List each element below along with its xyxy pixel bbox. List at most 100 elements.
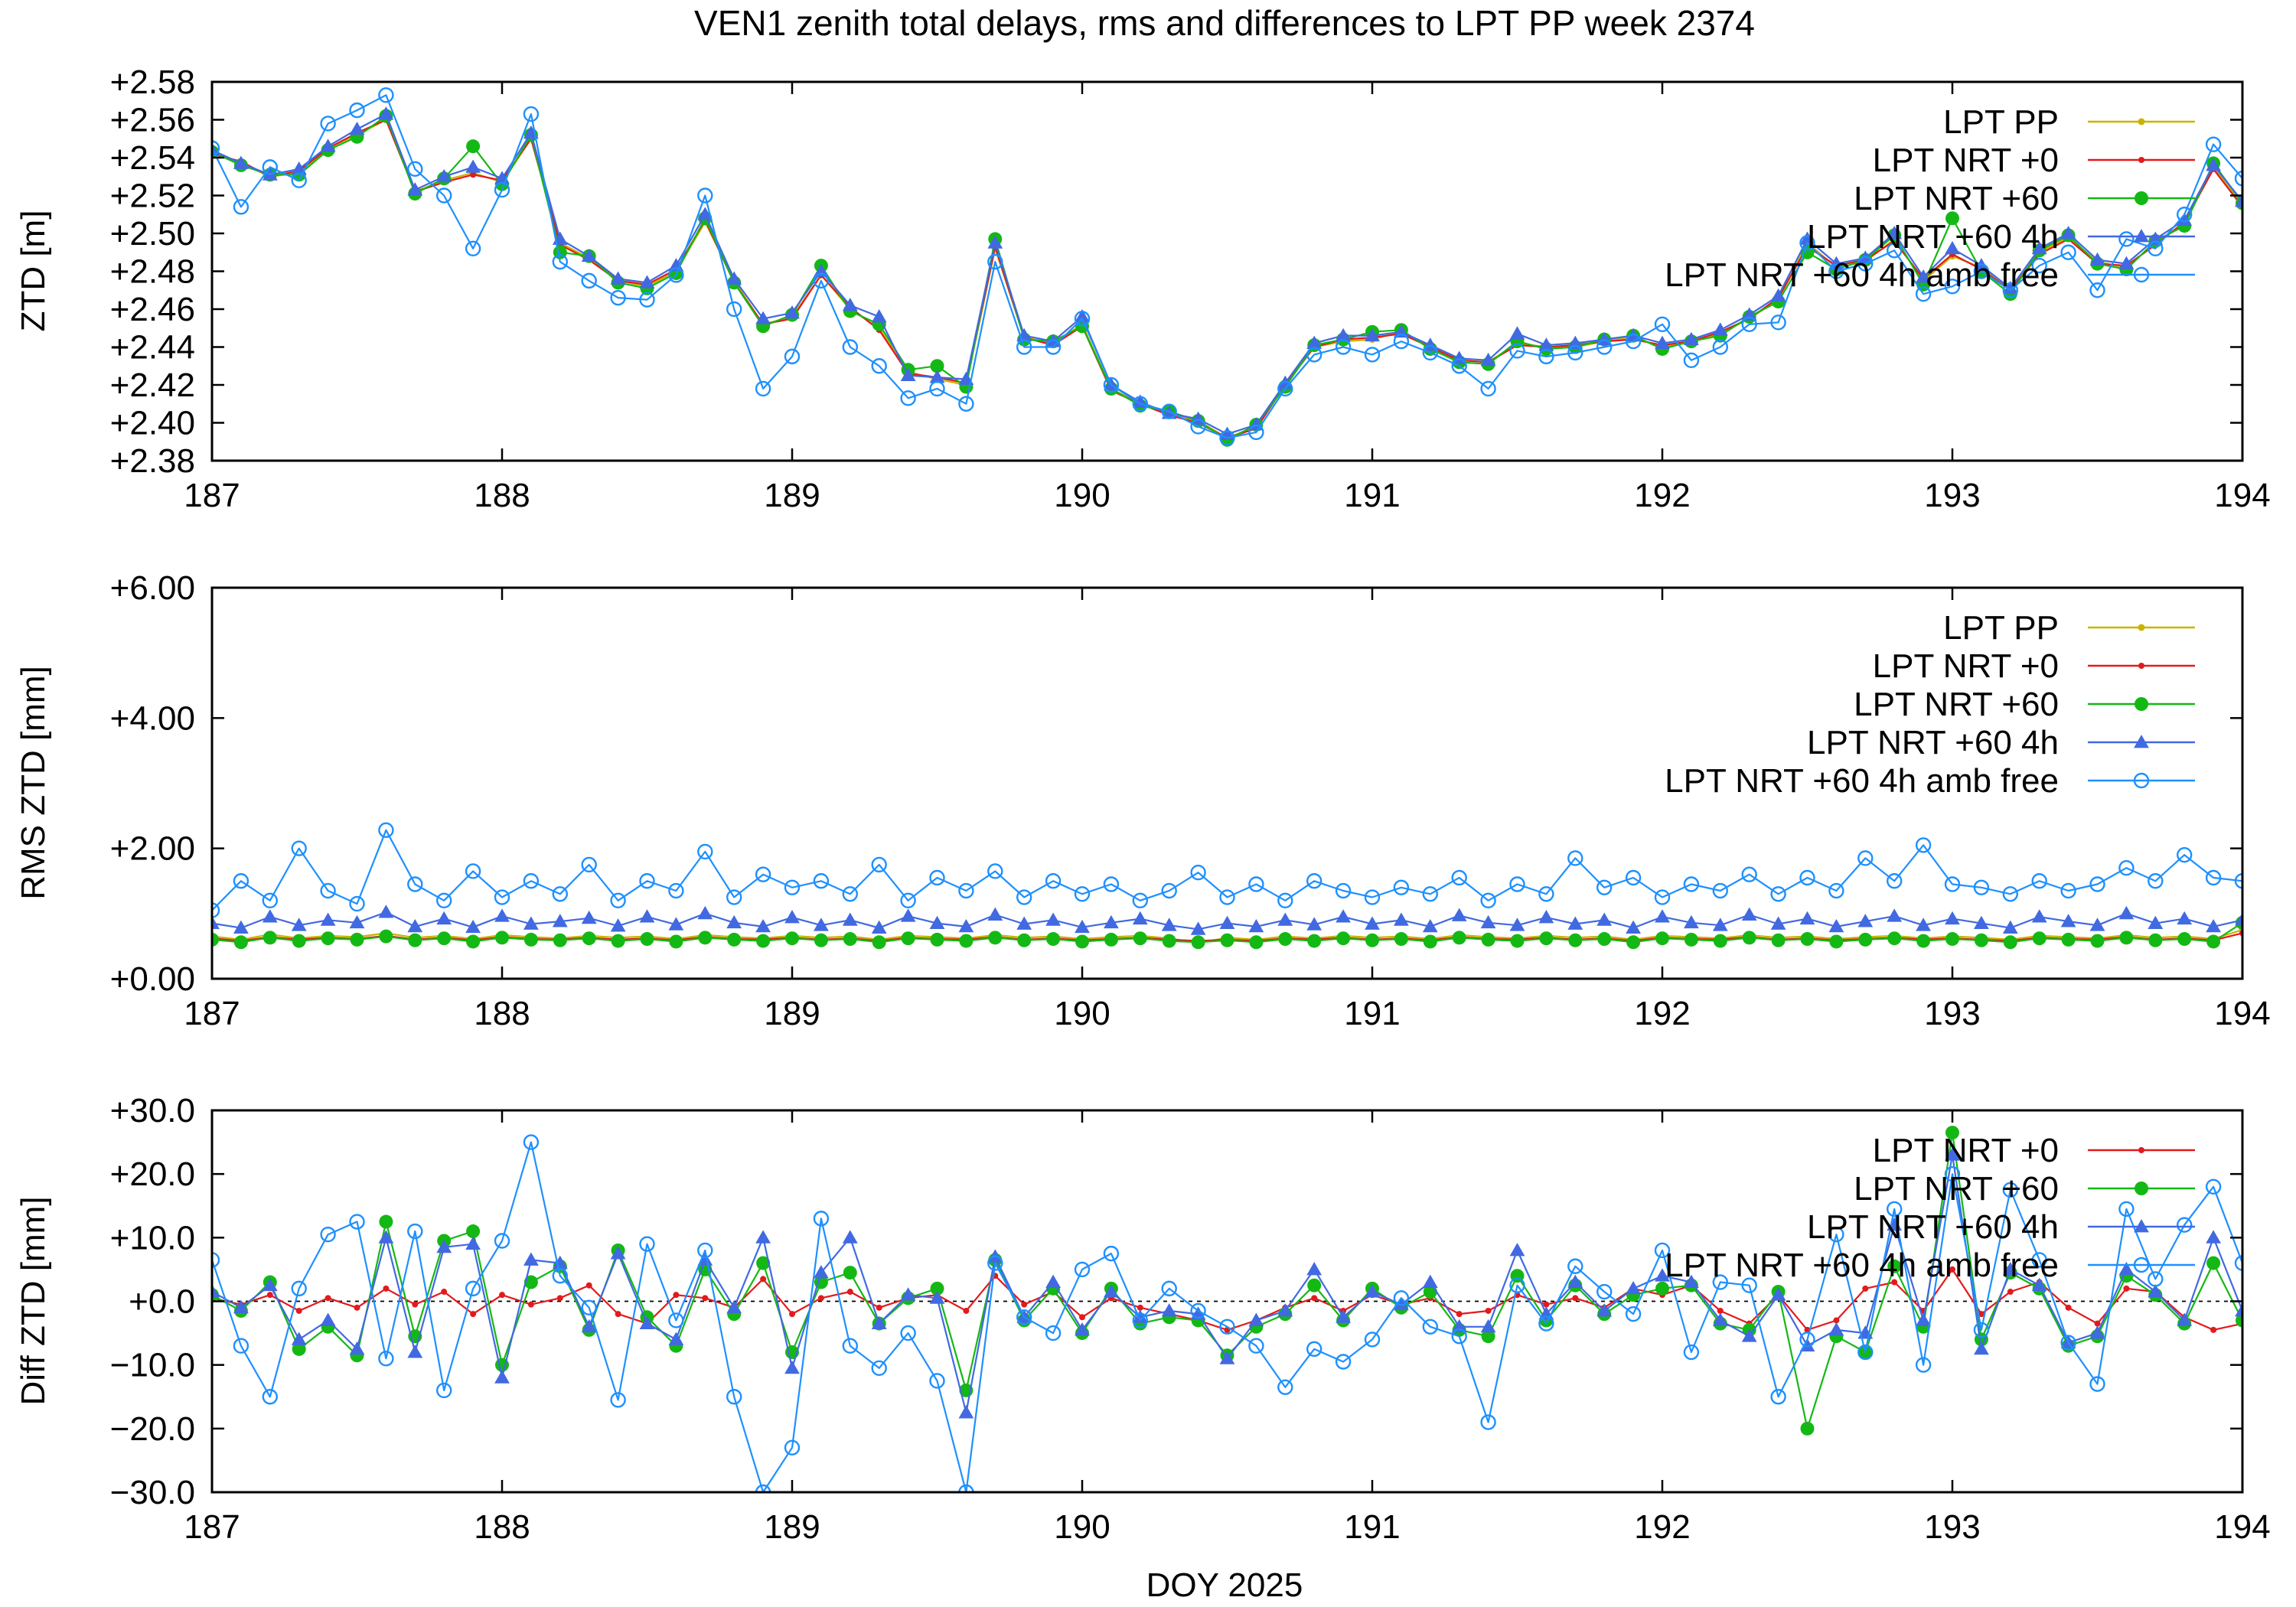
data-point	[842, 1338, 859, 1354]
data-point	[1944, 876, 1961, 892]
data-point	[494, 1233, 510, 1249]
data-point	[1654, 889, 1671, 905]
data-point	[1422, 1319, 1439, 1335]
data-point	[639, 292, 655, 308]
legend-marker	[2138, 157, 2144, 163]
data-point	[610, 918, 626, 932]
data-point	[963, 1307, 970, 1314]
data-point	[1625, 333, 1642, 350]
data-point	[1480, 892, 1496, 909]
data-point	[929, 1290, 945, 1304]
data-point	[813, 1211, 830, 1227]
data-point	[756, 934, 771, 948]
data-point	[1654, 1242, 1671, 1259]
data-point	[1335, 339, 1352, 355]
data-point	[1567, 1274, 1583, 1288]
data-point	[1161, 403, 1177, 419]
data-point	[1191, 935, 1205, 950]
data-point	[2205, 1178, 2222, 1195]
data-point	[2089, 1376, 2105, 1392]
data-point	[842, 886, 859, 902]
data-point	[2118, 1201, 2135, 1217]
data-point	[1597, 932, 1612, 947]
data-point	[1973, 1322, 1990, 1338]
x-tick-label: 191	[1344, 1508, 1400, 1546]
data-point	[1596, 1283, 1613, 1300]
data-point	[1394, 1296, 1409, 1311]
data-point	[2206, 1230, 2221, 1244]
data-point	[2089, 1325, 2105, 1339]
data-point	[1365, 328, 1380, 342]
data-point	[1485, 1307, 1492, 1314]
data-point	[552, 886, 568, 902]
data-point	[1538, 1315, 1554, 1332]
legend-entry: LPT NRT +60 4h	[1807, 218, 2195, 256]
data-point	[2148, 231, 2164, 245]
data-point	[1336, 1309, 1351, 1323]
data-point	[639, 909, 655, 923]
y-tick-label: +2.46	[110, 291, 195, 328]
data-point	[407, 918, 423, 933]
data-point	[1741, 866, 1757, 882]
data-point	[929, 1373, 945, 1389]
legend-marker	[2138, 663, 2144, 669]
data-point	[1306, 335, 1322, 349]
data-point	[2031, 1252, 2047, 1268]
data-point	[930, 359, 944, 373]
data-point	[2148, 240, 2164, 256]
data-point	[1567, 1258, 1583, 1274]
data-point	[1742, 931, 1756, 945]
data-point	[2094, 1320, 2101, 1327]
data-point	[407, 876, 423, 892]
data-point	[1945, 1126, 1959, 1140]
data-point	[755, 380, 771, 397]
data-point	[1364, 889, 1381, 905]
data-point	[1248, 918, 1264, 933]
data-point	[1137, 1304, 1143, 1311]
legend-label: LPT PP	[1943, 103, 2059, 141]
data-point	[378, 106, 394, 120]
data-point	[1016, 339, 1032, 355]
data-point	[2118, 231, 2135, 247]
data-point	[1132, 396, 1149, 412]
data-point	[1655, 1268, 1670, 1282]
data-point	[2234, 1255, 2242, 1271]
data-point	[320, 1226, 336, 1243]
data-point	[958, 1484, 974, 1492]
data-point	[1307, 1278, 1322, 1292]
data-point	[1104, 1284, 1119, 1298]
data-point	[1190, 1302, 1206, 1319]
data-point	[581, 856, 597, 873]
data-point	[552, 914, 568, 927]
data-point	[1538, 910, 1554, 924]
series-lpt-nrt-60	[212, 915, 2242, 950]
data-point	[465, 1280, 481, 1297]
data-point	[755, 1484, 771, 1492]
data-point	[320, 912, 336, 926]
chart-title: VEN1 zenith total delays, rms and differ…	[694, 3, 1755, 43]
data-point	[1799, 1332, 1815, 1348]
data-point	[1945, 911, 1960, 925]
data-point	[1684, 914, 1699, 929]
data-point	[1103, 376, 1120, 393]
data-point	[466, 1224, 481, 1239]
data-point	[987, 235, 1003, 249]
data-point	[1190, 921, 1206, 935]
legend-entry: LPT NRT +0	[1873, 647, 2195, 685]
data-point	[610, 1246, 626, 1260]
data-point	[1306, 1341, 1322, 1358]
legend-marker	[2135, 697, 2148, 711]
data-point	[436, 187, 452, 204]
data-point	[1394, 932, 1408, 947]
data-point	[1306, 347, 1322, 363]
data-point	[610, 892, 626, 909]
data-point	[1799, 231, 1815, 245]
data-point	[465, 1236, 481, 1250]
data-point	[2089, 252, 2105, 266]
data-point	[1974, 915, 1989, 930]
legend-label: LPT NRT +60	[1854, 686, 2059, 723]
data-point	[1365, 1284, 1380, 1298]
data-point	[2031, 257, 2047, 274]
data-point	[1655, 1281, 1669, 1296]
